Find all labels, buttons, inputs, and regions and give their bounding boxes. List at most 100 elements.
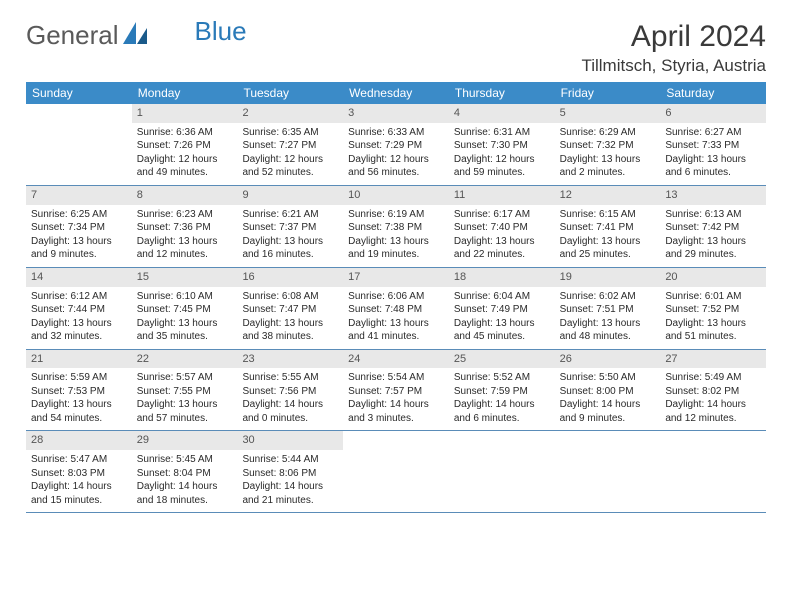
sunset-text: Sunset: 7:40 PM bbox=[454, 221, 550, 235]
daylight-text: Daylight: 13 hours and 32 minutes. bbox=[31, 317, 127, 344]
day-cell: 8Sunrise: 6:23 AMSunset: 7:36 PMDaylight… bbox=[132, 186, 238, 267]
sunset-text: Sunset: 8:00 PM bbox=[560, 385, 656, 399]
daylight-text: Daylight: 13 hours and 19 minutes. bbox=[348, 235, 444, 262]
sunset-text: Sunset: 7:37 PM bbox=[242, 221, 338, 235]
sunrise-text: Sunrise: 6:23 AM bbox=[137, 208, 233, 222]
sunrise-text: Sunrise: 6:01 AM bbox=[665, 290, 761, 304]
day-cell: 27Sunrise: 5:49 AMSunset: 8:02 PMDayligh… bbox=[660, 350, 766, 431]
sunset-text: Sunset: 7:30 PM bbox=[454, 139, 550, 153]
day-cell bbox=[660, 431, 766, 512]
day-number: 6 bbox=[660, 104, 766, 123]
sunset-text: Sunset: 7:47 PM bbox=[242, 303, 338, 317]
day-number: 28 bbox=[26, 431, 132, 450]
daylight-text: Daylight: 14 hours and 3 minutes. bbox=[348, 398, 444, 425]
day-cell: 22Sunrise: 5:57 AMSunset: 7:55 PMDayligh… bbox=[132, 350, 238, 431]
day-number: 11 bbox=[449, 186, 555, 205]
day-number: 21 bbox=[26, 350, 132, 369]
day-number: 22 bbox=[132, 350, 238, 369]
day-cell bbox=[26, 104, 132, 185]
week-row: 28Sunrise: 5:47 AMSunset: 8:03 PMDayligh… bbox=[26, 431, 766, 513]
header: General Blue April 2024 Tillmitsch, Styr… bbox=[0, 0, 792, 82]
daylight-text: Daylight: 13 hours and 2 minutes. bbox=[560, 153, 656, 180]
sunrise-text: Sunrise: 6:31 AM bbox=[454, 126, 550, 140]
day-cell: 15Sunrise: 6:10 AMSunset: 7:45 PMDayligh… bbox=[132, 268, 238, 349]
day-cell: 17Sunrise: 6:06 AMSunset: 7:48 PMDayligh… bbox=[343, 268, 449, 349]
daylight-text: Daylight: 13 hours and 57 minutes. bbox=[137, 398, 233, 425]
sunset-text: Sunset: 8:02 PM bbox=[665, 385, 761, 399]
daylight-text: Daylight: 13 hours and 38 minutes. bbox=[242, 317, 338, 344]
daylight-text: Daylight: 14 hours and 18 minutes. bbox=[137, 480, 233, 507]
day-cell: 11Sunrise: 6:17 AMSunset: 7:40 PMDayligh… bbox=[449, 186, 555, 267]
daylight-text: Daylight: 12 hours and 52 minutes. bbox=[242, 153, 338, 180]
sunrise-text: Sunrise: 6:19 AM bbox=[348, 208, 444, 222]
daylight-text: Daylight: 14 hours and 0 minutes. bbox=[242, 398, 338, 425]
daylight-text: Daylight: 12 hours and 49 minutes. bbox=[137, 153, 233, 180]
day-number: 7 bbox=[26, 186, 132, 205]
day-number: 20 bbox=[660, 268, 766, 287]
sunrise-text: Sunrise: 6:27 AM bbox=[665, 126, 761, 140]
sunrise-text: Sunrise: 6:13 AM bbox=[665, 208, 761, 222]
logo-text-part1: General bbox=[26, 20, 119, 51]
day-number: 24 bbox=[343, 350, 449, 369]
day-cell: 9Sunrise: 6:21 AMSunset: 7:37 PMDaylight… bbox=[237, 186, 343, 267]
sunset-text: Sunset: 7:51 PM bbox=[560, 303, 656, 317]
day-cell: 25Sunrise: 5:52 AMSunset: 7:59 PMDayligh… bbox=[449, 350, 555, 431]
day-label-tue: Tuesday bbox=[237, 82, 343, 104]
daylight-text: Daylight: 12 hours and 56 minutes. bbox=[348, 153, 444, 180]
sunset-text: Sunset: 7:29 PM bbox=[348, 139, 444, 153]
day-cell bbox=[449, 431, 555, 512]
location: Tillmitsch, Styria, Austria bbox=[581, 56, 766, 76]
day-number: 2 bbox=[237, 104, 343, 123]
sunrise-text: Sunrise: 5:52 AM bbox=[454, 371, 550, 385]
day-number: 5 bbox=[555, 104, 661, 123]
week-row: 21Sunrise: 5:59 AMSunset: 7:53 PMDayligh… bbox=[26, 350, 766, 432]
day-cell: 13Sunrise: 6:13 AMSunset: 7:42 PMDayligh… bbox=[660, 186, 766, 267]
day-cell: 26Sunrise: 5:50 AMSunset: 8:00 PMDayligh… bbox=[555, 350, 661, 431]
daylight-text: Daylight: 13 hours and 51 minutes. bbox=[665, 317, 761, 344]
daylight-text: Daylight: 13 hours and 41 minutes. bbox=[348, 317, 444, 344]
day-cell: 28Sunrise: 5:47 AMSunset: 8:03 PMDayligh… bbox=[26, 431, 132, 512]
title-block: April 2024 Tillmitsch, Styria, Austria bbox=[581, 20, 766, 76]
day-cell: 18Sunrise: 6:04 AMSunset: 7:49 PMDayligh… bbox=[449, 268, 555, 349]
calendar: Sunday Monday Tuesday Wednesday Thursday… bbox=[0, 82, 792, 513]
day-cell bbox=[555, 431, 661, 512]
sunrise-text: Sunrise: 5:55 AM bbox=[242, 371, 338, 385]
daylight-text: Daylight: 13 hours and 54 minutes. bbox=[31, 398, 127, 425]
month-title: April 2024 bbox=[581, 20, 766, 54]
day-number: 25 bbox=[449, 350, 555, 369]
sunrise-text: Sunrise: 5:49 AM bbox=[665, 371, 761, 385]
daylight-text: Daylight: 13 hours and 22 minutes. bbox=[454, 235, 550, 262]
sunrise-text: Sunrise: 5:59 AM bbox=[31, 371, 127, 385]
logo-text-part2: Blue bbox=[195, 16, 247, 47]
daylight-text: Daylight: 13 hours and 12 minutes. bbox=[137, 235, 233, 262]
sunset-text: Sunset: 7:36 PM bbox=[137, 221, 233, 235]
sunset-text: Sunset: 7:52 PM bbox=[665, 303, 761, 317]
day-cell: 5Sunrise: 6:29 AMSunset: 7:32 PMDaylight… bbox=[555, 104, 661, 185]
day-number: 12 bbox=[555, 186, 661, 205]
sunrise-text: Sunrise: 6:12 AM bbox=[31, 290, 127, 304]
sunrise-text: Sunrise: 6:04 AM bbox=[454, 290, 550, 304]
sunrise-text: Sunrise: 6:35 AM bbox=[242, 126, 338, 140]
sunrise-text: Sunrise: 6:15 AM bbox=[560, 208, 656, 222]
day-number: 3 bbox=[343, 104, 449, 123]
daylight-text: Daylight: 13 hours and 35 minutes. bbox=[137, 317, 233, 344]
day-number: 1 bbox=[132, 104, 238, 123]
sunset-text: Sunset: 7:26 PM bbox=[137, 139, 233, 153]
day-cell bbox=[343, 431, 449, 512]
day-cell: 16Sunrise: 6:08 AMSunset: 7:47 PMDayligh… bbox=[237, 268, 343, 349]
day-number: 10 bbox=[343, 186, 449, 205]
day-cell: 20 Sunrise: 6:01 AMSunset: 7:52 PMDayligh… bbox=[660, 268, 766, 349]
day-number: 23 bbox=[237, 350, 343, 369]
day-label-wed: Wednesday bbox=[343, 82, 449, 104]
day-number: 13 bbox=[660, 186, 766, 205]
day-header-row: Sunday Monday Tuesday Wednesday Thursday… bbox=[26, 82, 766, 104]
day-number: 18 bbox=[449, 268, 555, 287]
day-cell: 14Sunrise: 6:12 AMSunset: 7:44 PMDayligh… bbox=[26, 268, 132, 349]
sunset-text: Sunset: 7:32 PM bbox=[560, 139, 656, 153]
sunset-text: Sunset: 7:57 PM bbox=[348, 385, 444, 399]
sunset-text: Sunset: 7:59 PM bbox=[454, 385, 550, 399]
daylight-text: Daylight: 13 hours and 9 minutes. bbox=[31, 235, 127, 262]
sunset-text: Sunset: 7:33 PM bbox=[665, 139, 761, 153]
daylight-text: Daylight: 14 hours and 9 minutes. bbox=[560, 398, 656, 425]
day-number: 27 bbox=[660, 350, 766, 369]
